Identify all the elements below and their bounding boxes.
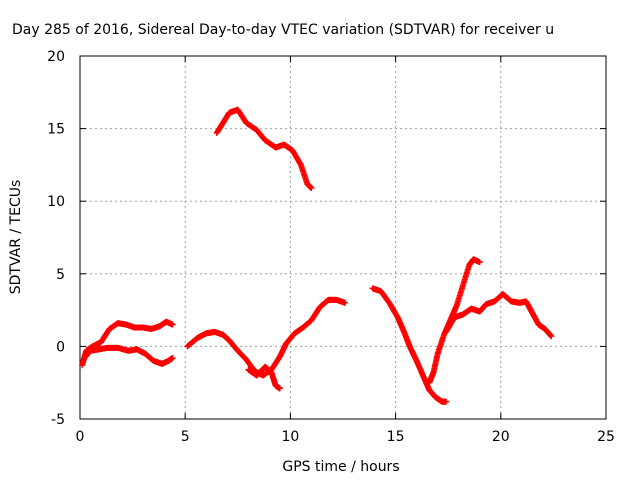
plot-frame (79, 55, 607, 420)
data-series-2 (81, 344, 176, 367)
data-series-8 (443, 291, 555, 340)
y-tick-label: 15 (47, 122, 65, 138)
y-tick-labels: -5 0 5 10 15 20 (47, 49, 65, 428)
y-tick-label: 5 (56, 267, 65, 283)
x-axis-label: GPS time / hours (282, 459, 399, 475)
data-series-3 (213, 106, 315, 192)
data-point (169, 321, 176, 328)
data-point (342, 299, 349, 306)
data-point (276, 385, 283, 392)
data-series-4 (184, 296, 349, 379)
x-tick-label: 15 (387, 429, 405, 445)
y-tick-label: 20 (47, 49, 65, 65)
x-tick-labels: 0 5 10 15 20 25 (76, 429, 615, 445)
data-point (308, 185, 315, 192)
x-tick-label: 0 (76, 429, 85, 445)
data-point (476, 259, 483, 266)
y-axis-label: SDTVAR / TECUs (8, 180, 24, 295)
data-point (443, 398, 450, 405)
x-tick-label: 10 (281, 429, 299, 445)
x-tick-label: 25 (597, 429, 615, 445)
data-series-6 (369, 285, 450, 405)
axis-ticks (79, 55, 607, 420)
data-point (169, 355, 176, 362)
data-point (548, 333, 555, 340)
y-tick-label: 10 (47, 194, 65, 210)
y-tick-label: 0 (56, 339, 65, 355)
y-tick-label: -5 (51, 412, 65, 428)
x-tick-label: 20 (492, 429, 510, 445)
x-tick-label: 5 (181, 429, 190, 445)
data-points (79, 106, 555, 405)
data-series-5 (245, 363, 283, 392)
data-series-1 (79, 318, 176, 369)
chart-title: Day 285 of 2016, Sidereal Day-to-day VTE… (12, 22, 554, 38)
grid (80, 56, 606, 419)
